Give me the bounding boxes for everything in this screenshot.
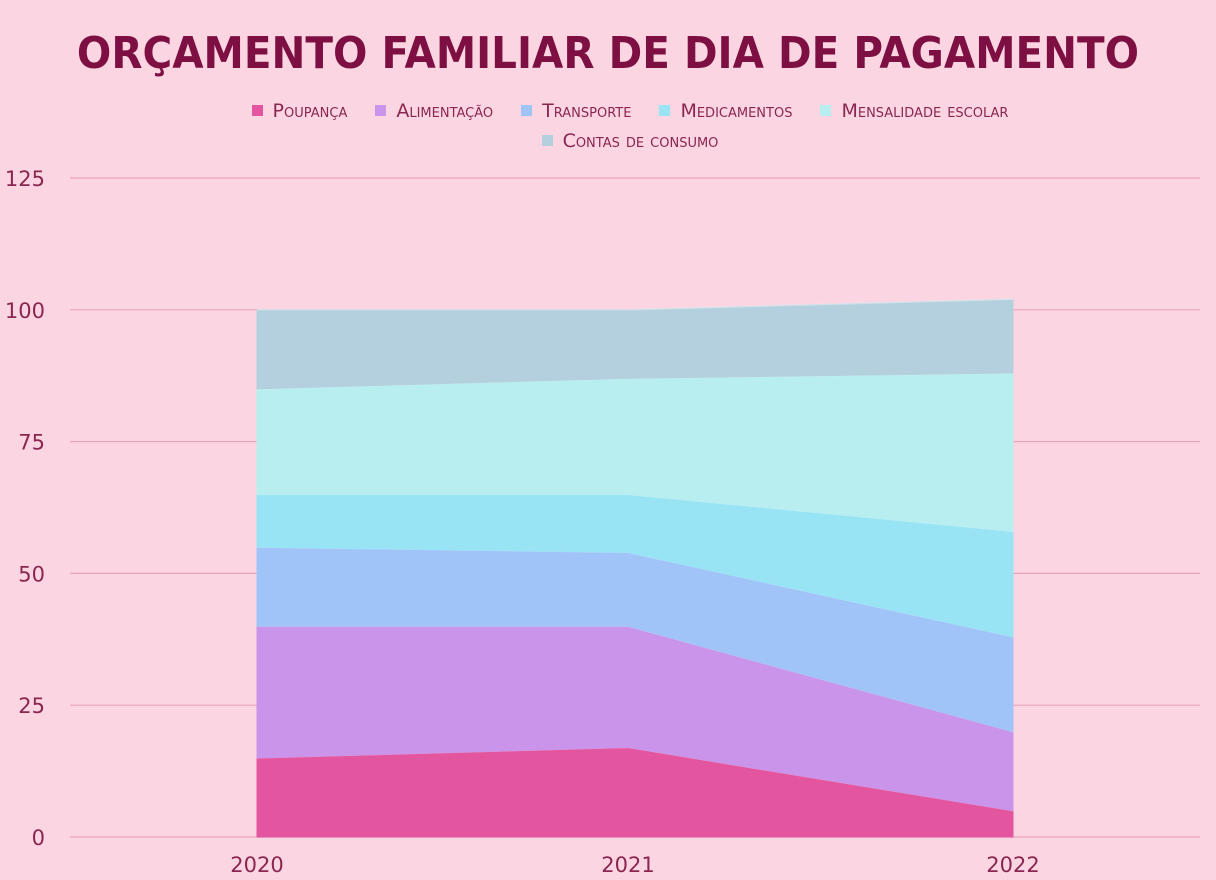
y-tick-label: 0: [32, 826, 45, 850]
x-tick-label: 2020: [230, 853, 283, 877]
area-contas-de-consumo: [256, 298, 1014, 390]
legend-label: Contas de consumo: [562, 130, 719, 152]
legend: Poupança Alimentação Transporte Medicamento…: [100, 96, 1160, 156]
x-tick-label: 2021: [601, 853, 654, 877]
legend-label: Mensalidade escolar: [841, 100, 1009, 122]
x-tick-label: 2022: [986, 853, 1039, 877]
y-tick-label: 50: [18, 562, 45, 586]
legend-swatch: [521, 105, 533, 116]
legend-item: Transporte: [521, 96, 631, 126]
legend-item: Contas de consumo: [541, 126, 719, 156]
legend-item: Medicamentos: [659, 96, 792, 126]
legend-swatch: [251, 105, 263, 116]
legend-swatch: [659, 105, 671, 116]
legend-swatch: [820, 105, 832, 116]
legend-label: Alimentação: [396, 100, 494, 122]
y-tick-label: 75: [18, 431, 45, 455]
legend-item: Alimentação: [375, 96, 493, 126]
legend-swatch: [375, 105, 387, 116]
y-tick-label: 125: [5, 167, 45, 191]
legend-item: Mensalidade escolar: [820, 96, 1008, 126]
legend-item: Poupança: [251, 96, 348, 126]
area-edge: [257, 298, 1014, 311]
legend-label: Poupança: [272, 100, 348, 122]
legend-label: Medicamentos: [680, 100, 793, 122]
y-tick-label: 25: [18, 694, 45, 718]
legend-swatch: [541, 135, 553, 146]
y-tick-label: 100: [5, 299, 45, 323]
legend-label: Transporte: [542, 100, 632, 122]
chart-title: ORÇAMENTO FAMILIAR DE DIA DE PAGAMENTO: [76, 28, 1140, 79]
